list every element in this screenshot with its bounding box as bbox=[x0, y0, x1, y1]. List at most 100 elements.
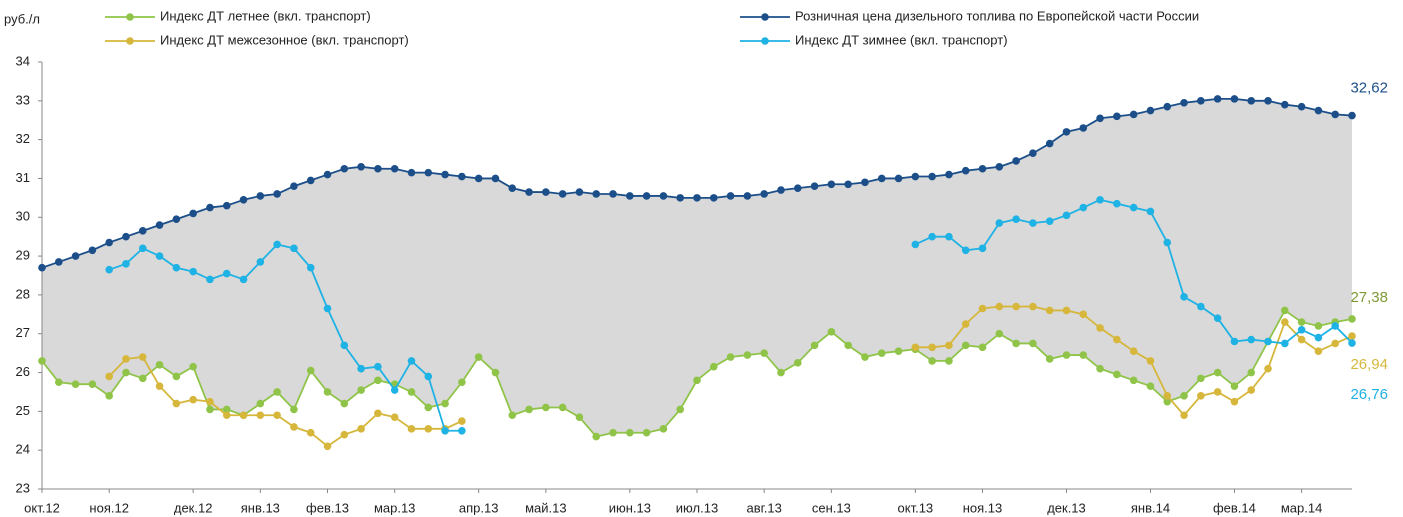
data-point bbox=[1213, 314, 1222, 323]
data-point bbox=[676, 194, 685, 202]
data-point bbox=[693, 194, 701, 202]
data-point bbox=[945, 170, 953, 179]
data-point bbox=[273, 411, 281, 420]
data-point bbox=[743, 351, 752, 359]
x-tick-label: авг.13 bbox=[746, 500, 781, 515]
data-point bbox=[575, 413, 584, 421]
data-point bbox=[995, 302, 1004, 311]
data-point bbox=[777, 186, 785, 194]
data-point bbox=[1281, 339, 1289, 348]
band-area bbox=[42, 98, 1352, 437]
data-point bbox=[1113, 370, 1121, 379]
data-point bbox=[1062, 306, 1071, 315]
data-point bbox=[810, 341, 819, 350]
x-tick-label: сен.13 bbox=[812, 500, 851, 515]
data-point bbox=[928, 232, 936, 241]
data-point bbox=[827, 327, 836, 336]
legend-label: Индекс ДТ зимнее (вкл. транспорт) bbox=[795, 32, 1008, 47]
data-point bbox=[676, 405, 685, 414]
y-tick-label: 30 bbox=[16, 209, 30, 224]
data-point bbox=[474, 174, 483, 183]
data-point bbox=[978, 164, 987, 173]
x-tick-label: янв.13 bbox=[241, 500, 280, 515]
data-point bbox=[1012, 339, 1020, 348]
data-point bbox=[542, 188, 550, 196]
y-tick-label: 25 bbox=[16, 403, 30, 418]
y-tick-label: 31 bbox=[16, 170, 30, 185]
data-point bbox=[1062, 351, 1071, 359]
data-point bbox=[1163, 102, 1172, 111]
data-point bbox=[978, 244, 987, 253]
data-point bbox=[424, 425, 433, 433]
data-point bbox=[122, 355, 130, 363]
x-tick-label: мар.14 bbox=[1281, 500, 1322, 515]
y-tick-label: 24 bbox=[16, 442, 30, 457]
data-point bbox=[105, 392, 113, 400]
data-point bbox=[592, 190, 601, 198]
data-point bbox=[407, 388, 416, 396]
data-point bbox=[1230, 95, 1239, 103]
data-point bbox=[1012, 302, 1020, 311]
data-point bbox=[424, 372, 433, 381]
x-tick-label: ноя.12 bbox=[89, 500, 129, 515]
data-point bbox=[340, 164, 349, 173]
data-point bbox=[441, 426, 449, 435]
data-point bbox=[928, 172, 936, 181]
data-point bbox=[1129, 376, 1138, 385]
data-point bbox=[709, 194, 718, 202]
data-point bbox=[71, 380, 80, 388]
data-point bbox=[458, 378, 466, 387]
x-tick-label: июл.13 bbox=[676, 500, 718, 515]
data-point bbox=[709, 362, 718, 371]
y-tick-label: 32 bbox=[16, 131, 30, 146]
data-point bbox=[1197, 374, 1205, 383]
data-point bbox=[172, 263, 181, 272]
data-point bbox=[642, 192, 651, 200]
data-point bbox=[558, 190, 567, 198]
data-point bbox=[1045, 306, 1054, 315]
data-point bbox=[340, 430, 349, 439]
data-point bbox=[592, 432, 601, 441]
data-point bbox=[1163, 392, 1172, 400]
data-point bbox=[1331, 339, 1340, 348]
data-point bbox=[827, 180, 836, 189]
data-point bbox=[138, 227, 147, 235]
data-point bbox=[105, 265, 113, 274]
data-point bbox=[1197, 97, 1205, 105]
data-point bbox=[760, 349, 768, 357]
data-point bbox=[1029, 339, 1037, 348]
data-point bbox=[911, 343, 920, 352]
data-point bbox=[172, 372, 181, 381]
data-point bbox=[189, 209, 197, 218]
value-label: 26,94 bbox=[1350, 356, 1388, 373]
data-point bbox=[928, 357, 936, 365]
value-label: 26,76 bbox=[1350, 386, 1388, 403]
data-point bbox=[189, 267, 197, 276]
data-point bbox=[323, 170, 332, 179]
y-axis-label: руб./л bbox=[4, 11, 40, 26]
y-tick-label: 34 bbox=[16, 53, 30, 68]
data-point bbox=[945, 232, 953, 241]
data-point bbox=[340, 399, 349, 408]
data-point bbox=[1230, 382, 1239, 390]
data-point bbox=[1079, 124, 1088, 132]
data-point bbox=[609, 190, 617, 198]
data-point bbox=[1281, 306, 1289, 315]
data-point bbox=[911, 172, 920, 181]
data-point bbox=[1146, 106, 1155, 115]
data-point bbox=[374, 164, 382, 173]
data-point bbox=[306, 176, 315, 185]
data-point bbox=[1213, 95, 1222, 103]
data-point bbox=[1012, 157, 1020, 165]
data-point bbox=[508, 411, 517, 420]
data-point bbox=[407, 168, 416, 177]
data-point bbox=[155, 221, 164, 229]
data-point bbox=[206, 275, 214, 284]
data-point bbox=[861, 353, 869, 361]
data-point bbox=[659, 425, 668, 433]
data-point bbox=[1062, 128, 1071, 136]
data-point bbox=[54, 258, 63, 266]
x-tick-label: июн.13 bbox=[609, 500, 651, 515]
data-point bbox=[995, 163, 1004, 171]
